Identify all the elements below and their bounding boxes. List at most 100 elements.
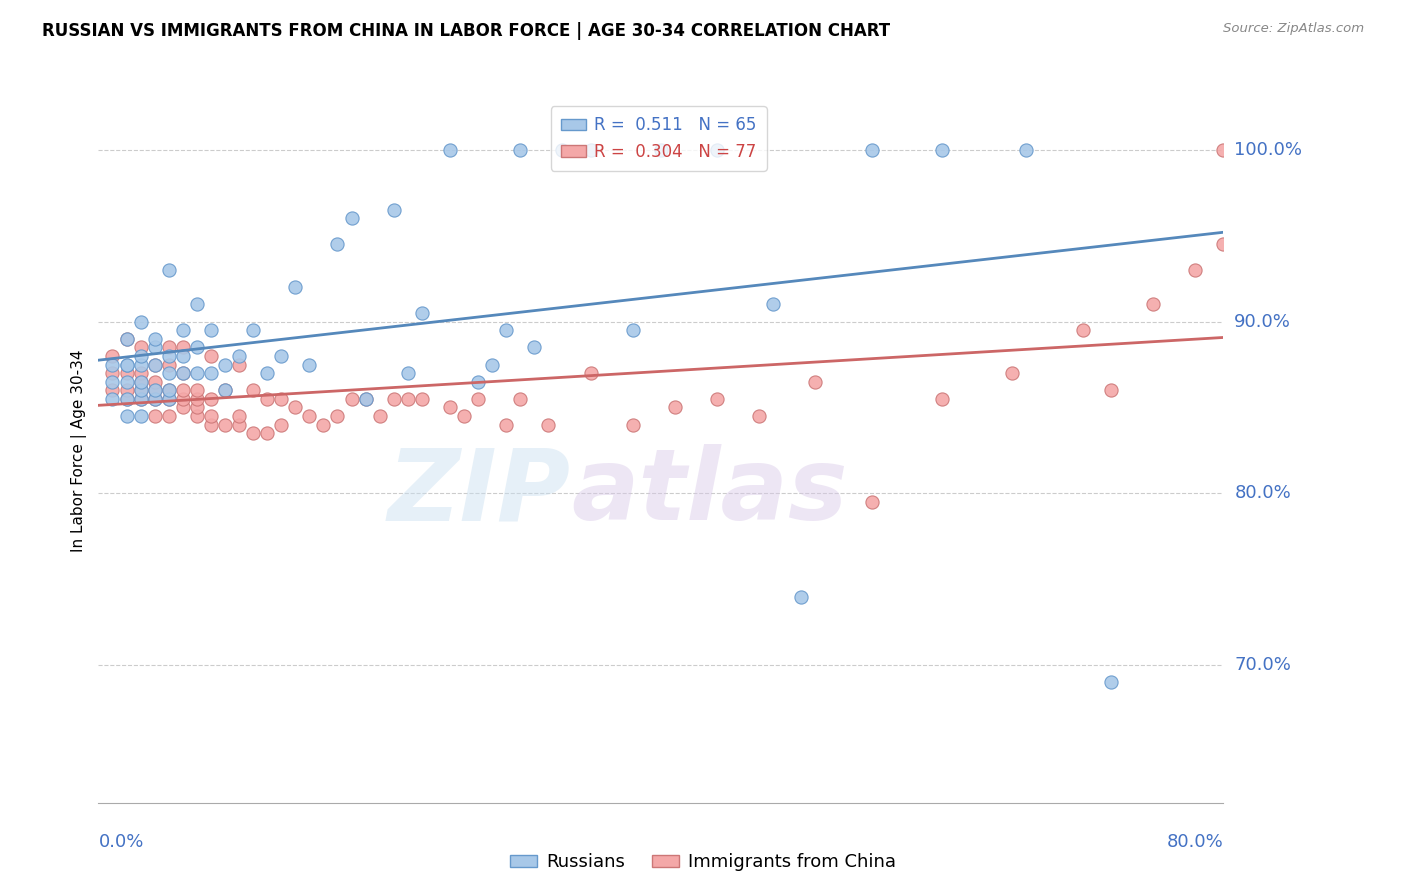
Point — [214, 384, 236, 398]
Point — [101, 366, 124, 380]
Text: ZIP: ZIP — [388, 444, 571, 541]
Point — [495, 323, 517, 337]
Point — [298, 409, 321, 423]
Point — [157, 392, 180, 406]
Legend: R =  0.511   N = 65, R =  0.304   N = 77: R = 0.511 N = 65, R = 0.304 N = 77 — [551, 106, 766, 170]
Point — [860, 495, 883, 509]
Point — [143, 384, 166, 398]
Point — [143, 375, 166, 389]
Point — [1184, 263, 1206, 277]
Point — [115, 332, 138, 346]
Text: 90.0%: 90.0% — [1234, 312, 1291, 331]
Point — [411, 306, 433, 320]
Point — [579, 366, 602, 380]
Point — [790, 590, 813, 604]
Point — [1212, 143, 1234, 157]
Point — [481, 358, 503, 372]
Point — [242, 323, 264, 337]
Text: 70.0%: 70.0% — [1234, 657, 1291, 674]
Point — [214, 417, 236, 432]
Point — [270, 417, 292, 432]
Point — [312, 417, 335, 432]
Point — [537, 417, 560, 432]
Point — [579, 143, 602, 157]
Point — [396, 392, 419, 406]
Point — [157, 384, 180, 398]
Point — [101, 375, 124, 389]
Point — [129, 358, 152, 372]
Point — [382, 392, 405, 406]
Point — [495, 417, 517, 432]
Legend: Russians, Immigrants from China: Russians, Immigrants from China — [503, 847, 903, 879]
Point — [186, 401, 208, 415]
Point — [172, 392, 194, 406]
Point — [143, 358, 166, 372]
Text: 0.0%: 0.0% — [98, 833, 143, 851]
Point — [551, 143, 574, 157]
Point — [129, 366, 152, 380]
Point — [186, 409, 208, 423]
Point — [706, 392, 728, 406]
Point — [143, 392, 166, 406]
Point — [186, 384, 208, 398]
Point — [284, 401, 307, 415]
Point — [298, 358, 321, 372]
Point — [396, 366, 419, 380]
Point — [411, 392, 433, 406]
Point — [129, 392, 152, 406]
Point — [172, 366, 194, 380]
Point — [214, 384, 236, 398]
Point — [200, 409, 222, 423]
Point — [214, 358, 236, 372]
Point — [621, 417, 644, 432]
Point — [157, 409, 180, 423]
Point — [115, 409, 138, 423]
Point — [172, 384, 194, 398]
Point — [706, 143, 728, 157]
Point — [1142, 297, 1164, 311]
Point — [509, 392, 531, 406]
Point — [439, 401, 461, 415]
Point — [340, 392, 363, 406]
Point — [129, 384, 152, 398]
Point — [101, 392, 124, 406]
Point — [129, 409, 152, 423]
Point — [621, 323, 644, 337]
Point — [157, 340, 180, 354]
Point — [172, 340, 194, 354]
Point — [368, 409, 391, 423]
Text: Source: ZipAtlas.com: Source: ZipAtlas.com — [1223, 22, 1364, 36]
Point — [129, 392, 152, 406]
Point — [509, 143, 531, 157]
Text: 80.0%: 80.0% — [1167, 833, 1223, 851]
Point — [523, 340, 546, 354]
Point — [200, 417, 222, 432]
Point — [200, 366, 222, 380]
Text: 100.0%: 100.0% — [1234, 141, 1302, 159]
Text: RUSSIAN VS IMMIGRANTS FROM CHINA IN LABOR FORCE | AGE 30-34 CORRELATION CHART: RUSSIAN VS IMMIGRANTS FROM CHINA IN LABO… — [42, 22, 890, 40]
Point — [115, 392, 138, 406]
Point — [157, 263, 180, 277]
Point — [340, 211, 363, 226]
Point — [1015, 143, 1038, 157]
Point — [172, 366, 194, 380]
Point — [467, 392, 489, 406]
Point — [115, 366, 138, 380]
Point — [129, 375, 152, 389]
Point — [1212, 237, 1234, 252]
Point — [115, 358, 138, 372]
Point — [1001, 366, 1024, 380]
Text: atlas: atlas — [571, 444, 848, 541]
Point — [129, 375, 152, 389]
Point — [270, 349, 292, 363]
Point — [129, 340, 152, 354]
Point — [129, 314, 152, 328]
Point — [762, 297, 785, 311]
Point — [157, 392, 180, 406]
Point — [157, 384, 180, 398]
Point — [143, 392, 166, 406]
Point — [200, 323, 222, 337]
Point — [354, 392, 377, 406]
Point — [129, 384, 152, 398]
Point — [270, 392, 292, 406]
